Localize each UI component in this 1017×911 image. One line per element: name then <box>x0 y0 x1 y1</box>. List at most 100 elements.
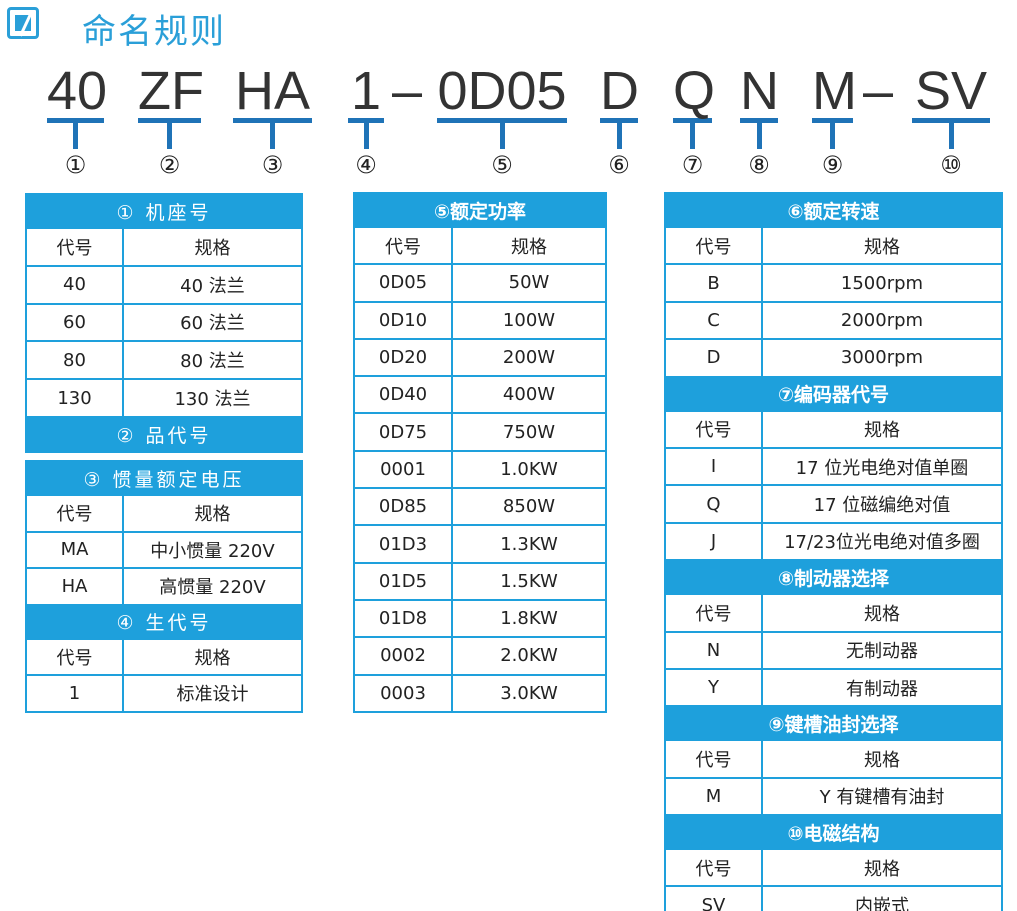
spec-cell: 高惯量 220V <box>159 577 266 599</box>
table-row: 80 80 法兰 <box>27 340 301 379</box>
code-cell: 0D75 <box>355 414 453 450</box>
code-cell: N <box>666 632 763 668</box>
column-header-row: 代号 规格 <box>666 850 1001 886</box>
table-row: N 无制动器 <box>666 630 1001 668</box>
spec-table: ① 机座号 代号 规格 40 40 法兰 60 60 法兰 80 80 法兰 1… <box>25 193 303 418</box>
table-row: M Y 有键槽有油封 <box>666 776 1001 815</box>
code-segment: M ⑨ <box>812 61 857 179</box>
underline-bar <box>812 118 853 123</box>
spec-table: ⑤额定功率 代号 规格 0D05 50W 0D10 100W 0D20 200W… <box>353 192 607 713</box>
code-cell: 1 <box>27 676 124 711</box>
spec-cell: 100W <box>502 309 556 331</box>
column-header-row: 代号 规格 <box>27 496 301 531</box>
connector-stem <box>363 123 369 149</box>
column-header-spec: 规格 <box>864 420 900 442</box>
connector-stem <box>616 123 622 149</box>
spec-cell: 2.0KW <box>500 645 558 667</box>
column-header-code: 代号 <box>27 229 124 265</box>
table-row: SV 内嵌式 <box>666 885 1001 911</box>
column-header-code: 代号 <box>666 228 763 264</box>
code-text: SV <box>914 61 988 121</box>
spec-cell: 中小惯量 220V <box>150 540 275 562</box>
spec-cell: 1.8KW <box>500 608 558 630</box>
table-row: MA 中小惯量 220V <box>27 530 301 567</box>
spec-table: ⑥额定转速 代号 规格 B 1500rpm C 2000rpm D 3000rp… <box>664 192 1003 911</box>
connector-stem <box>73 123 78 149</box>
column-header-spec: 规格 <box>864 749 900 771</box>
code-dash: – <box>392 61 423 121</box>
code-segment: Q ⑦ <box>673 62 715 179</box>
segment-number: ⑦ <box>681 151 704 179</box>
code-cell: B <box>666 265 763 301</box>
column-header-spec: 规格 <box>194 647 231 669</box>
section-header: ③ 惯量额定电压 <box>27 460 301 496</box>
table-row: 0002 2.0KW <box>355 636 605 674</box>
underline-bar <box>47 118 104 123</box>
connector-stem <box>270 123 275 149</box>
segment-number: ⑩ <box>940 151 962 179</box>
table-row: I 17 位光电绝对值单圈 <box>666 446 1001 485</box>
motor-logo-icon <box>7 7 39 39</box>
spec-cell: 内嵌式 <box>855 896 909 911</box>
page-title: 命名规则 <box>82 12 226 52</box>
spec-cell: 80 法兰 <box>180 351 245 373</box>
code-cell: 130 <box>27 380 124 416</box>
code-cell: 0003 <box>355 675 453 711</box>
code-dash: – <box>863 61 894 121</box>
section-header: ⑨键槽油封选择 <box>666 705 1001 742</box>
spec-cell: 3.0KW <box>500 682 558 704</box>
table-row: 1 标准设计 <box>27 674 301 711</box>
table-row: 0001 1.0KW <box>355 449 605 488</box>
code-cell: M <box>666 778 763 815</box>
segment-number: ⑧ <box>748 151 770 179</box>
table-row: 01D8 1.8KW <box>355 598 605 637</box>
segment-number: ① <box>64 151 87 179</box>
underline-bar <box>348 118 384 123</box>
table-row: 130 130 法兰 <box>27 378 301 416</box>
table-row: 0D20 200W <box>355 337 605 376</box>
table-row: C 2000rpm <box>666 300 1001 339</box>
column-header-row: 代号 规格 <box>666 411 1001 447</box>
spec-cell: 1500rpm <box>840 272 924 294</box>
column-header-row: 代号 规格 <box>666 228 1001 264</box>
column-header-spec: 规格 <box>864 858 900 880</box>
spec-cell: 750W <box>502 421 556 443</box>
table-row: 01D5 1.5KW <box>355 561 605 599</box>
segment-number: ⑨ <box>821 151 844 179</box>
underline-bar <box>912 118 990 123</box>
connector-stem <box>756 123 762 149</box>
code-cell: 0001 <box>355 451 453 488</box>
table-row: B 1500rpm <box>666 263 1001 301</box>
section-header: ⑩电磁结构 <box>666 814 1001 851</box>
code-text: 40 <box>47 61 108 121</box>
code-cell: 0D85 <box>355 489 453 525</box>
section-header: ⑧制动器选择 <box>666 559 1001 596</box>
code-text: HA <box>234 61 310 121</box>
table-row: 0D10 100W <box>355 300 605 338</box>
spec-cell: 17 位光电绝对值单圈 <box>795 457 969 479</box>
connector-stem <box>830 123 835 149</box>
spec-table: ③ 惯量额定电压 代号 规格 MA 中小惯量 220V HA 高惯量 220V ④… <box>25 460 303 713</box>
segment-number: ② <box>158 151 181 179</box>
code-text: D <box>600 61 639 121</box>
segment-number: ③ <box>261 151 284 179</box>
column-header-code: 代号 <box>27 639 124 674</box>
segment-number: ④ <box>355 151 377 179</box>
table-row: 0003 3.0KW <box>355 673 605 711</box>
table-row: J 17/23位光电绝对值多圈 <box>666 521 1001 560</box>
spec-cell: 400W <box>502 384 556 406</box>
code-cell: HA <box>27 569 124 604</box>
code-cell: 0D20 <box>355 339 453 376</box>
spec-cell: 无制动器 <box>846 641 918 663</box>
table-row: 60 60 法兰 <box>27 302 301 341</box>
code-text: 0D05 <box>437 61 567 121</box>
spec-cell: 标准设计 <box>176 684 249 706</box>
code-cell: 0D05 <box>355 265 453 301</box>
code-text: ZF <box>138 61 204 121</box>
section-header: ② 品代号 <box>27 417 301 451</box>
code-text: M <box>812 61 857 121</box>
table-row: D 3000rpm <box>666 338 1001 376</box>
underline-bar <box>673 118 712 123</box>
spec-cell: 850W <box>502 496 556 518</box>
spec-cell: Y 有键槽有油封 <box>819 787 945 809</box>
